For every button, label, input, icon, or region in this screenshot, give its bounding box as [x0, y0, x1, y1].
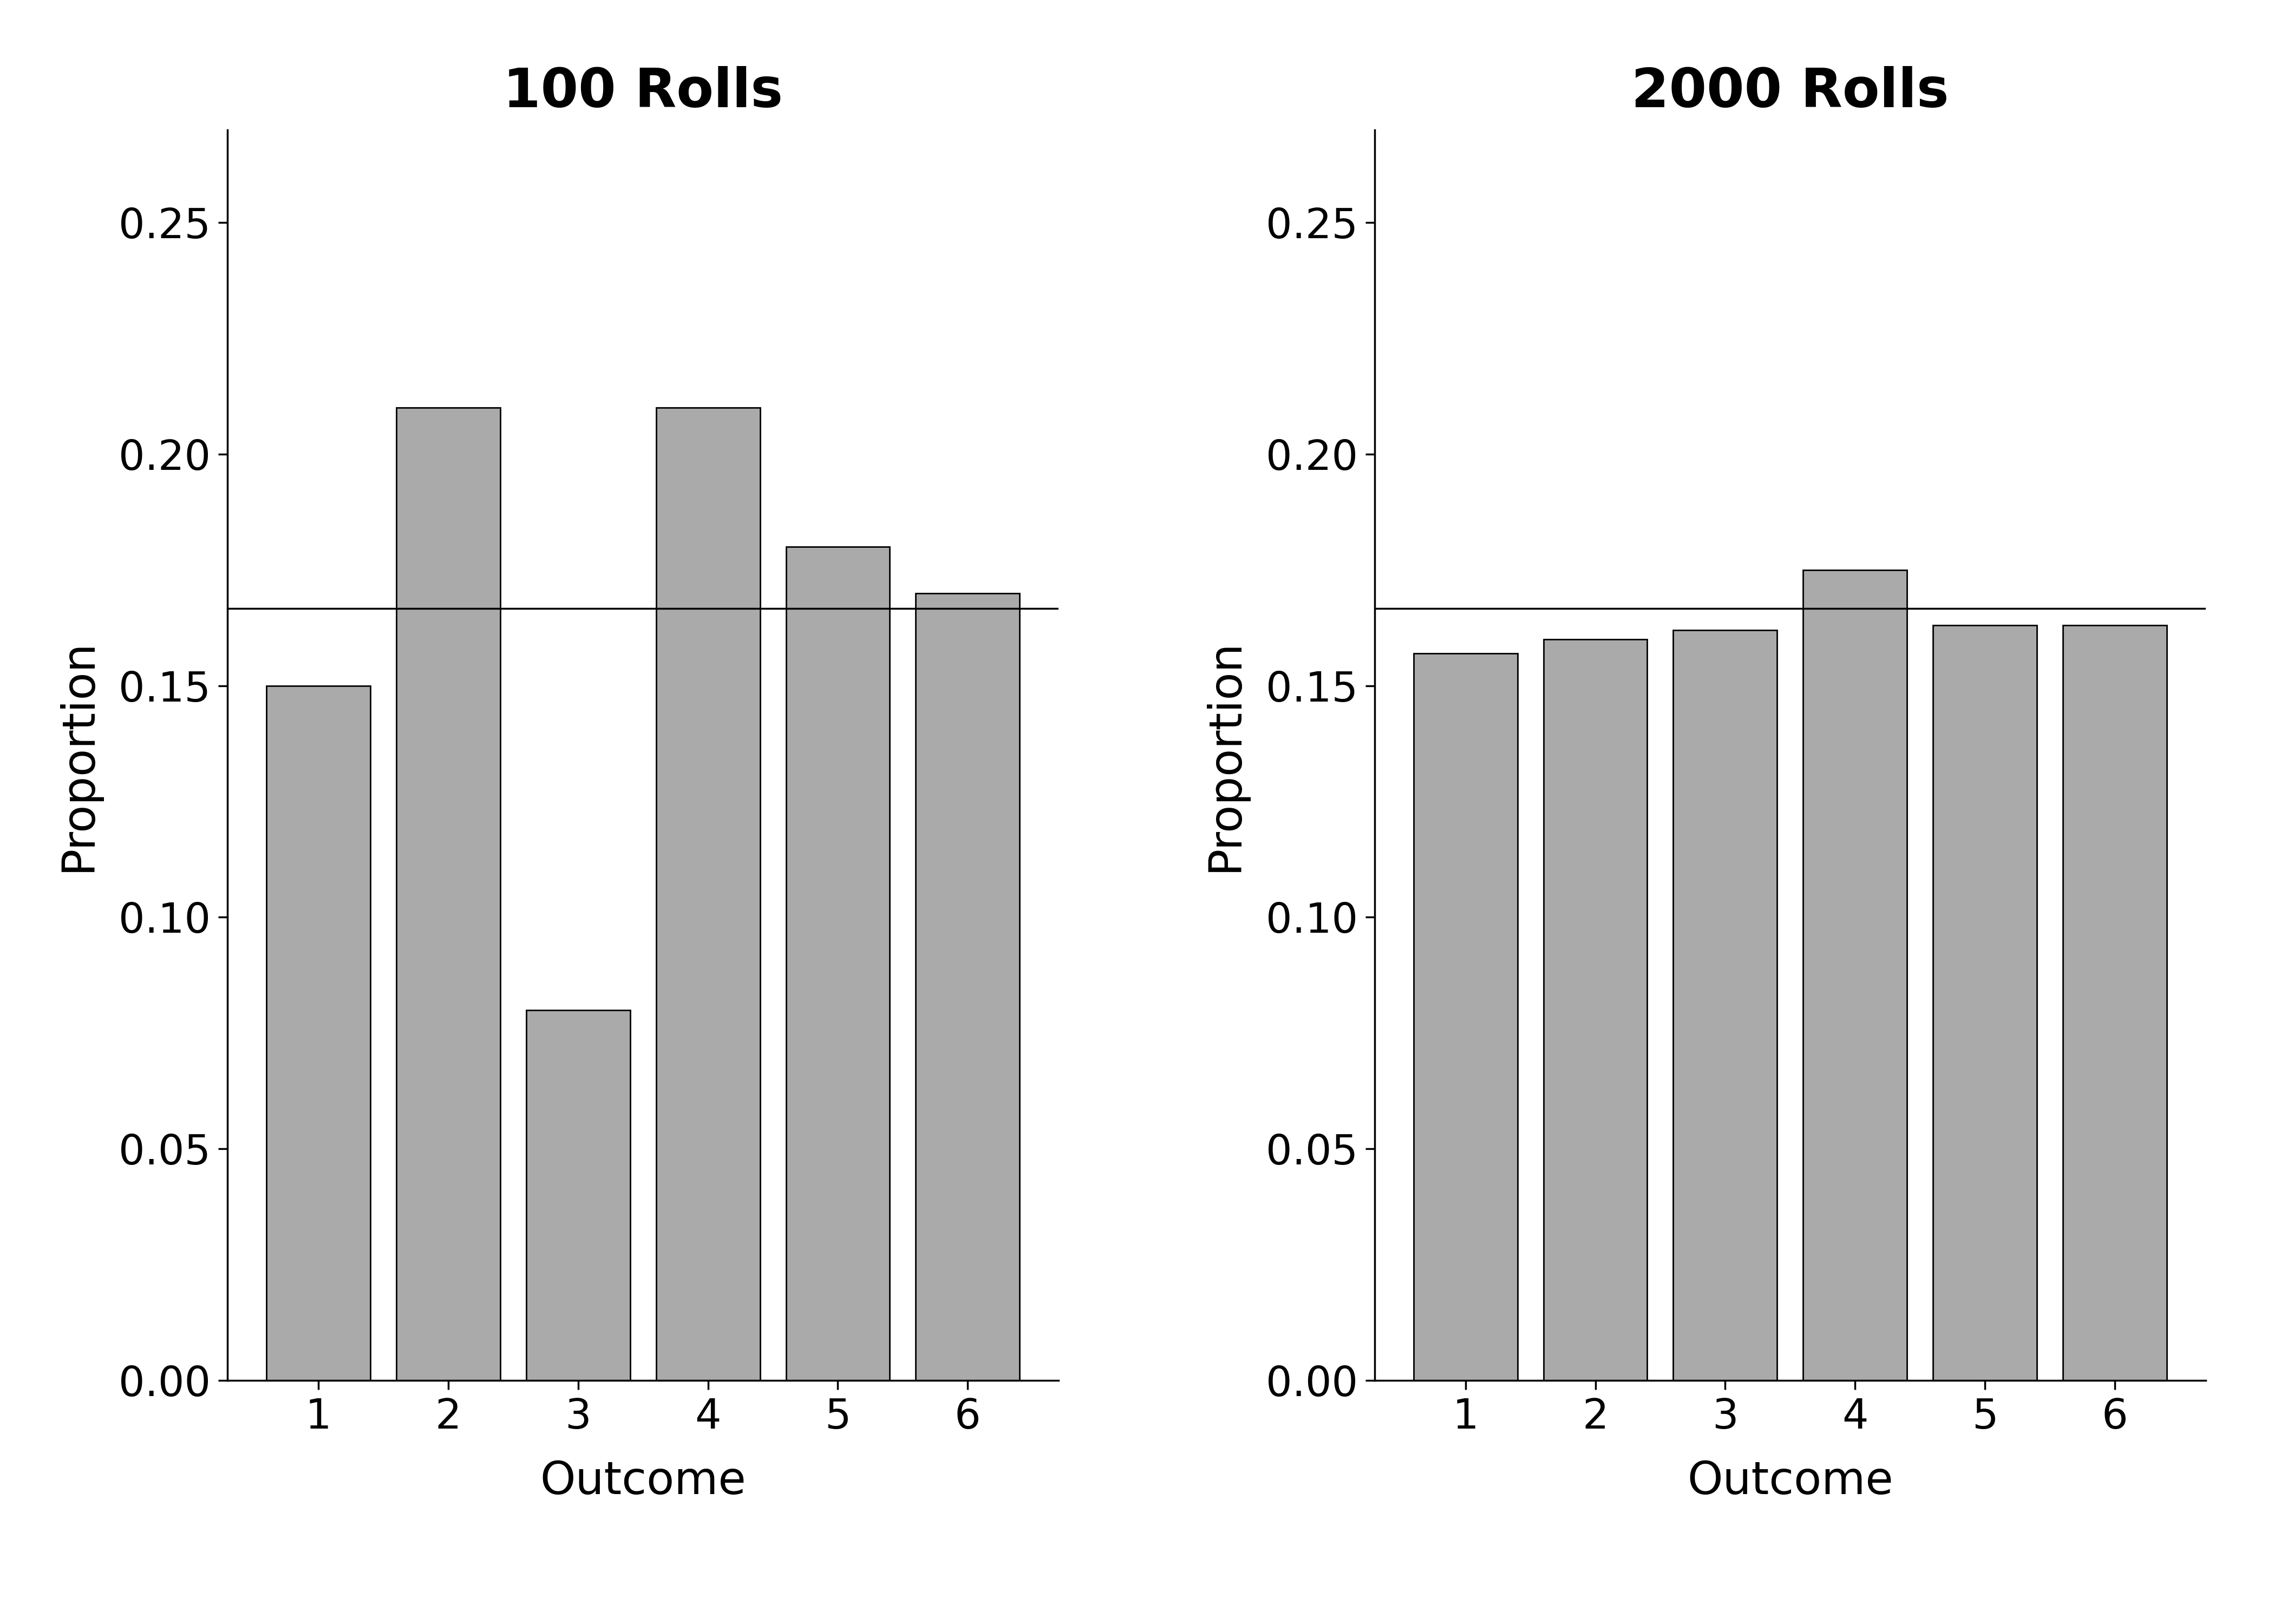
- X-axis label: Outcome: Outcome: [539, 1460, 746, 1504]
- Bar: [525, 1010, 630, 1380]
- Y-axis label: Proportion: Proportion: [57, 638, 100, 872]
- Bar: [916, 593, 1019, 1380]
- Bar: [1674, 630, 1778, 1380]
- Bar: [1933, 625, 2038, 1380]
- Bar: [1544, 640, 1646, 1380]
- Y-axis label: Proportion: Proportion: [1203, 638, 1246, 872]
- X-axis label: Outcome: Outcome: [1687, 1460, 1894, 1504]
- Bar: [266, 685, 371, 1380]
- Bar: [1414, 653, 1517, 1380]
- Bar: [396, 408, 500, 1380]
- Bar: [1803, 570, 1908, 1380]
- Title: 100 Rolls: 100 Rolls: [503, 67, 782, 119]
- Bar: [655, 408, 760, 1380]
- Bar: [2063, 625, 2167, 1380]
- Bar: [787, 547, 889, 1380]
- Title: 2000 Rolls: 2000 Rolls: [1630, 67, 1949, 119]
